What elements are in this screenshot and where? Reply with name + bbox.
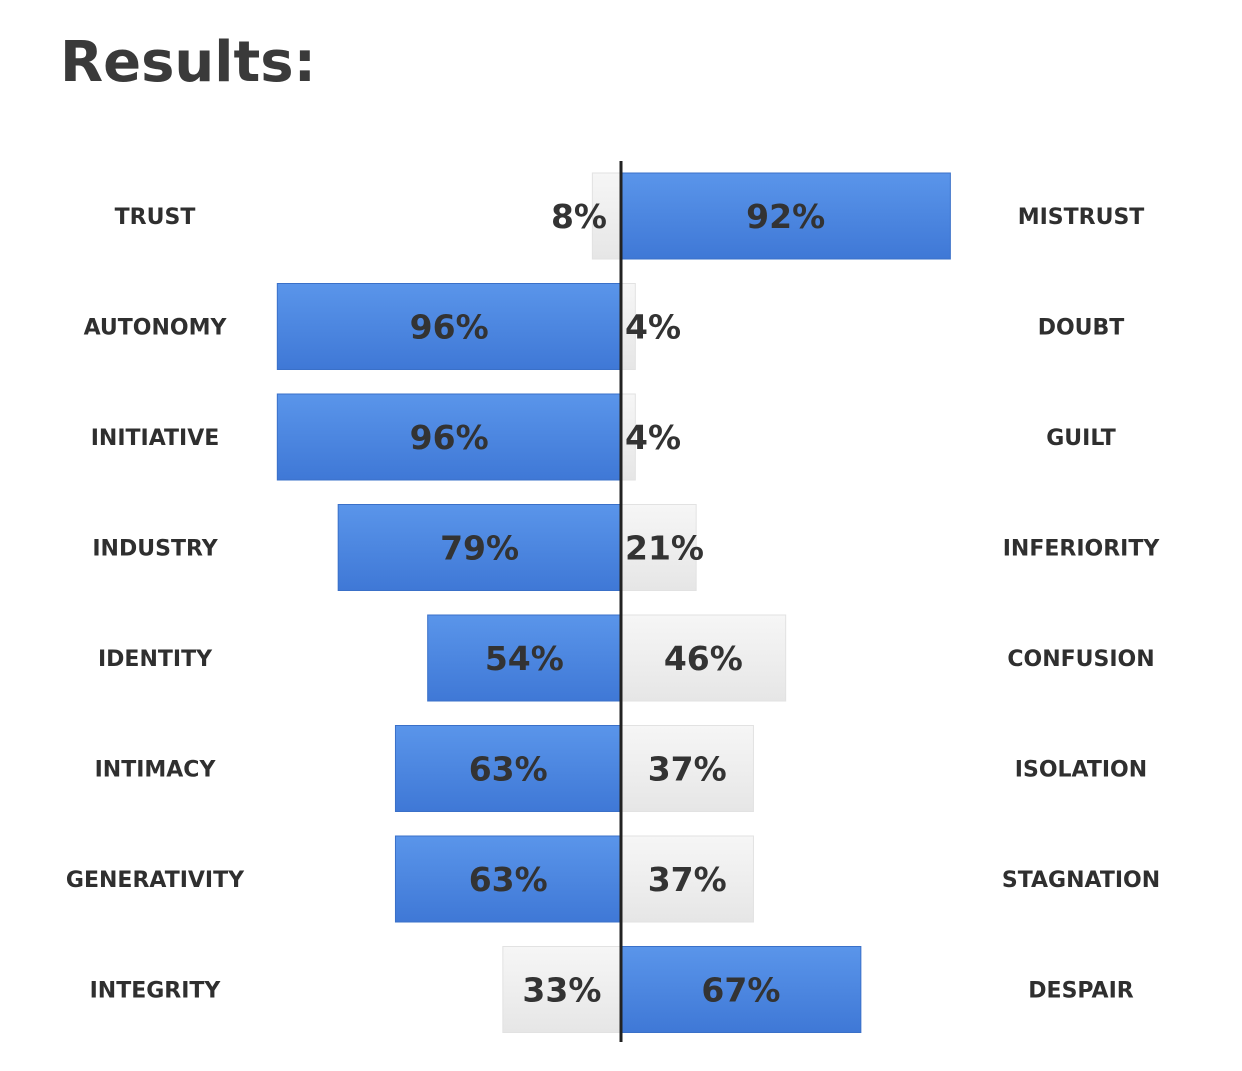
bar-right-4: [620, 614, 787, 702]
left-category-label-5: INTIMACY: [95, 758, 217, 783]
bar-right-3: [620, 504, 697, 591]
left-category-label-6: GENERATIVITY: [66, 868, 245, 893]
left-category-label-1: AUTONOMY: [84, 316, 228, 341]
bar-right-value-0: 92%: [746, 197, 825, 236]
right-category-label-6: STAGNATION: [1002, 868, 1160, 893]
labels-layer: 8% 92% TRUST MISTRUST 96% 4% AUTONOMY DOUBT 96% 4…: [66, 197, 1160, 1010]
left-category-label-7: INTEGRITY: [90, 979, 222, 1004]
bar-right-value-5: 37%: [648, 750, 727, 789]
bar-right-value-7: 67%: [701, 971, 780, 1010]
bar-left-6: [394, 835, 622, 923]
page-title: Results:: [60, 30, 316, 95]
bar-left-value-2: 96%: [410, 418, 489, 457]
bar-left-value-7: 33%: [522, 971, 601, 1010]
bars-layer: [276, 172, 951, 1033]
bar-left-value-6: 63%: [469, 860, 548, 899]
bar-right-value-6: 37%: [648, 860, 727, 899]
bar-left-7: [502, 946, 622, 1033]
bar-right-value-1: 4%: [625, 308, 681, 347]
bar-left-1: [276, 283, 622, 370]
right-category-label-3: INFERIORITY: [1003, 537, 1161, 562]
bar-right-6: [620, 835, 754, 923]
left-category-label-2: INITIATIVE: [91, 426, 220, 451]
left-category-label-4: IDENTITY: [98, 647, 213, 672]
right-category-label-7: DESPAIR: [1028, 979, 1133, 1004]
bar-left-4: [427, 614, 622, 702]
bar-left-0: [591, 172, 622, 260]
bar-left-3: [337, 504, 622, 591]
bar-right-value-4: 46%: [664, 639, 743, 678]
bar-right-value-3: 21%: [625, 529, 704, 568]
bar-right-0: [620, 172, 951, 260]
bar-left-value-5: 63%: [469, 750, 548, 789]
bar-left-2: [276, 393, 622, 481]
bar-left-value-1: 96%: [410, 308, 489, 347]
bar-right-7: [620, 946, 862, 1033]
bar-right-value-2: 4%: [625, 418, 681, 457]
right-category-label-4: CONFUSION: [1007, 647, 1154, 672]
bar-left-value-3: 79%: [440, 529, 519, 568]
left-category-label-0: TRUST: [115, 205, 196, 230]
bar-right-5: [620, 725, 754, 812]
right-category-label-2: GUILT: [1046, 426, 1116, 451]
bar-left-5: [394, 725, 622, 812]
right-category-label-0: MISTRUST: [1018, 205, 1145, 230]
bar-left-value-0: 8%: [551, 197, 607, 236]
bar-left-value-4: 54%: [485, 639, 564, 678]
left-category-label-3: INDUSTRY: [92, 537, 218, 562]
right-category-label-5: ISOLATION: [1015, 758, 1147, 783]
right-category-label-1: DOUBT: [1038, 316, 1125, 341]
